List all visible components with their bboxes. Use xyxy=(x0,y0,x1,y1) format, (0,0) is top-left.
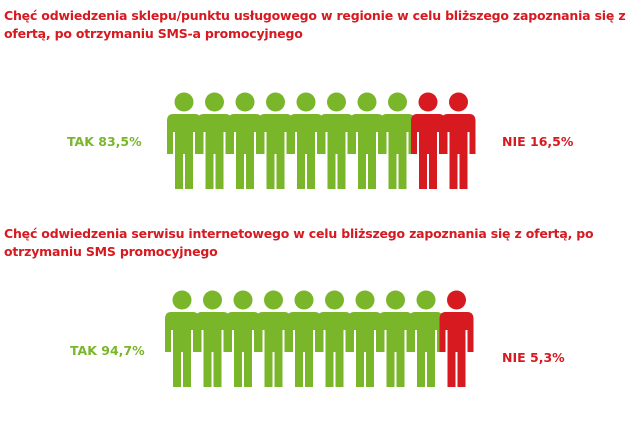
chart-2-no-label: NIE 5,3% xyxy=(502,350,565,365)
chart-2-person-icon-yes-6 xyxy=(317,290,352,387)
chart-2-person-icon-yes-3 xyxy=(226,290,260,387)
chart-1-person-icon-yes-4 xyxy=(258,92,293,189)
chart-1-person-icon-yes-6 xyxy=(319,92,354,189)
chart-1-person-icon-yes-8 xyxy=(380,92,415,189)
chart-1-person-icon-yes-7 xyxy=(350,92,384,189)
chart-2-person-icon-yes-8 xyxy=(378,290,413,387)
chart-1-person-icon-yes-1 xyxy=(167,92,201,189)
chart-2-title: Chęć odwiedzenia serwisu internetowego w… xyxy=(4,226,594,259)
chart-2-person-icon-yes-5 xyxy=(287,290,321,387)
chart-1-no-label: NIE 16,5% xyxy=(502,134,574,149)
chart-1-person-icon-yes-5 xyxy=(289,92,323,189)
chart-1-person-icon-no-10 xyxy=(441,92,476,189)
chart-1-yes-label: TAK 83,5% xyxy=(67,134,142,149)
chart-2-person-icon-yes-7 xyxy=(348,290,382,387)
chart-1-person-icon-yes-3 xyxy=(228,92,262,189)
chart-2-person-icon-yes-1 xyxy=(165,290,199,387)
chart-1-person-icon-no-9 xyxy=(411,92,445,189)
chart-1-person-icon-yes-2 xyxy=(197,92,232,189)
chart-2-person-icon-no-10 xyxy=(439,290,474,387)
chart-1-title: Chęć odwiedzenia sklepu/punktu usługoweg… xyxy=(4,8,626,41)
chart-2-person-icon-yes-4 xyxy=(256,290,291,387)
chart-2-yes-label: TAK 94,7% xyxy=(70,343,145,358)
chart-2-person-icon-yes-9 xyxy=(409,290,443,387)
chart-2-person-icon-yes-2 xyxy=(195,290,230,387)
